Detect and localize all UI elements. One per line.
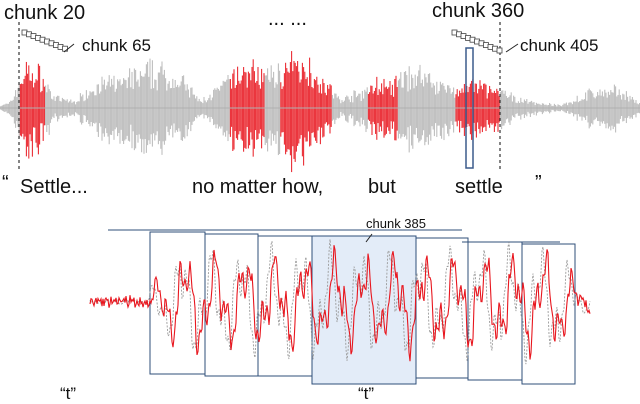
chunk-frames [108, 229, 576, 385]
phoneme-t-right: “t” [358, 384, 375, 403]
chunk-20-label: chunk 20 [4, 2, 86, 24]
chunk-65-label: chunk 65 [82, 36, 151, 55]
chunk-tile [496, 47, 503, 54]
chunk-360-label: chunk 360 [432, 0, 525, 22]
chunk-stack-left [21, 29, 68, 52]
ellipsis-label: ... ... [268, 8, 307, 30]
transcript-word-but: but [368, 176, 396, 198]
red-signal [89, 245, 591, 362]
chunk-frame [415, 237, 469, 379]
transcript-close-quote: ” [535, 172, 542, 194]
transcript-phrase-no-matter-how: no matter how, [192, 176, 324, 198]
transcript-open-quote: “ [2, 172, 9, 194]
chunk-385-arrow [365, 233, 373, 243]
chunk-405-arrow [505, 43, 519, 53]
chunk-tile [62, 45, 68, 52]
gray-reference-signal [89, 239, 591, 365]
bottom-waveform [89, 239, 591, 365]
chunk-385-label: chunk 385 [366, 216, 426, 231]
transcript-word-settle: Settle... [20, 176, 88, 198]
transcript-word-settle-2: settle [455, 176, 503, 198]
chunk-65-arrow [63, 43, 75, 53]
chunk-frame [521, 243, 576, 385]
chunk-frame [204, 233, 259, 377]
top-waveform [0, 51, 640, 173]
phoneme-t-left: “t” [60, 384, 77, 403]
chunk-385-frame [311, 235, 417, 385]
chunk-405-label: chunk 405 [520, 36, 599, 55]
chunk-385-marker [465, 47, 474, 169]
chunk-stack-right [451, 29, 503, 54]
